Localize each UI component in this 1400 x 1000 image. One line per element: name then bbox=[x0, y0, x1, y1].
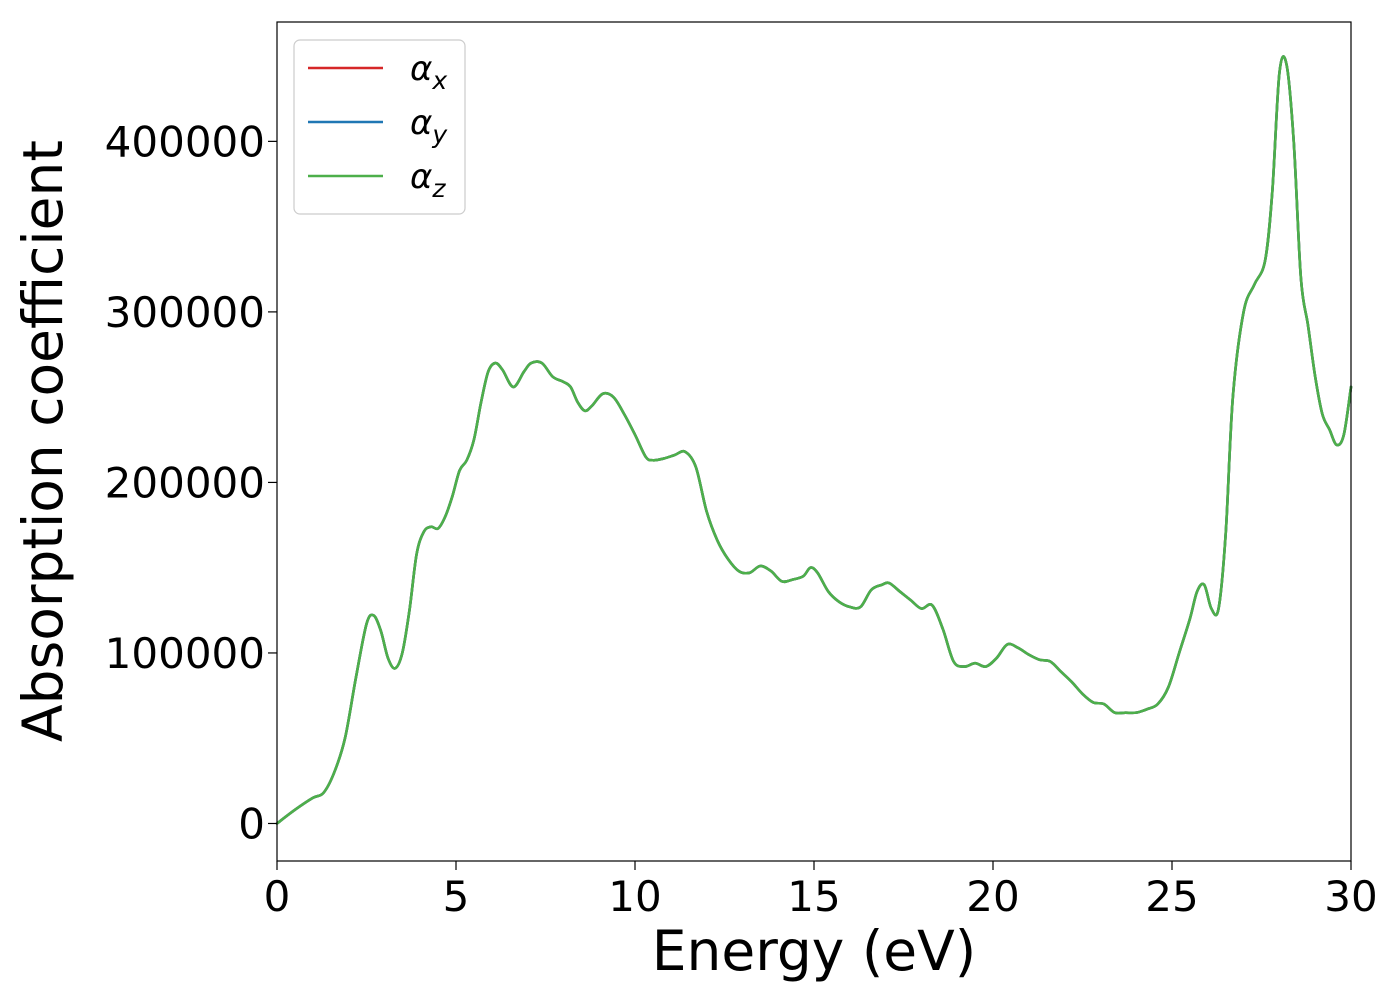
x-axis-title: Energy (eV) bbox=[652, 919, 976, 983]
x-tick-label: 5 bbox=[443, 872, 470, 921]
legend-label-x: αx bbox=[410, 49, 447, 95]
y-tick-label: 400000 bbox=[105, 117, 265, 166]
y-tick-label: 0 bbox=[238, 799, 265, 848]
y-axis-title: Absorption coefficient bbox=[11, 140, 75, 742]
x-tick-label: 10 bbox=[608, 872, 661, 921]
x-tick-label: 15 bbox=[787, 872, 840, 921]
y-tick-label: 100000 bbox=[105, 629, 265, 678]
legend-label-y: αy bbox=[410, 103, 448, 149]
legend-box bbox=[293, 39, 466, 215]
x-tick-label: 20 bbox=[966, 872, 1019, 921]
series-group bbox=[275, 55, 1353, 825]
x-tick-label: 25 bbox=[1145, 872, 1198, 921]
x-tick-label: 0 bbox=[264, 872, 291, 921]
x-tick-label: 30 bbox=[1324, 872, 1377, 921]
y-tick-label: 200000 bbox=[105, 458, 265, 507]
y-axis-ticks: 0 100000 200000 300000 400000 bbox=[105, 117, 277, 848]
series-line-z bbox=[275, 55, 1353, 825]
y-tick-label: 300000 bbox=[105, 288, 265, 337]
x-axis-ticks: 0 5 10 15 20 25 30 bbox=[264, 861, 1378, 921]
